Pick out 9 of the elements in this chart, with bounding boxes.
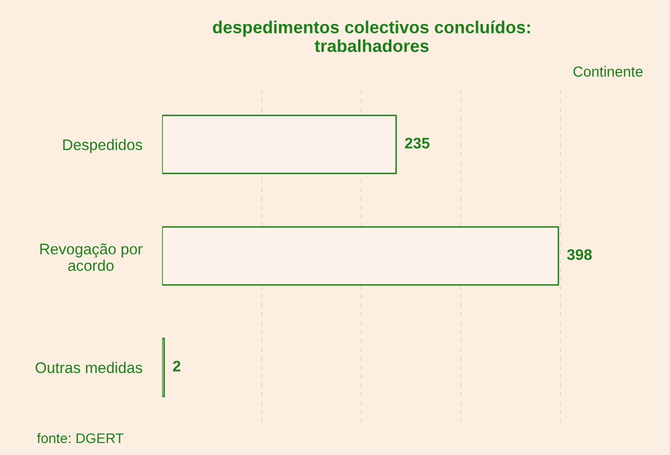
y-tick-label: Despedidos <box>63 138 142 154</box>
data-label: 398 <box>567 249 592 260</box>
data-label: 235 <box>404 138 430 149</box>
text: Continente <box>573 66 643 77</box>
source-note: fonte: DGERT <box>37 432 124 444</box>
y-tick-label: Revogação por acordo <box>40 243 142 271</box>
y-tick-label: Outras medidas <box>36 362 142 374</box>
chart-title: despedimentos colectivos concluídos: trabalhadores <box>212 20 530 52</box>
data-label: 2 <box>172 360 180 372</box>
